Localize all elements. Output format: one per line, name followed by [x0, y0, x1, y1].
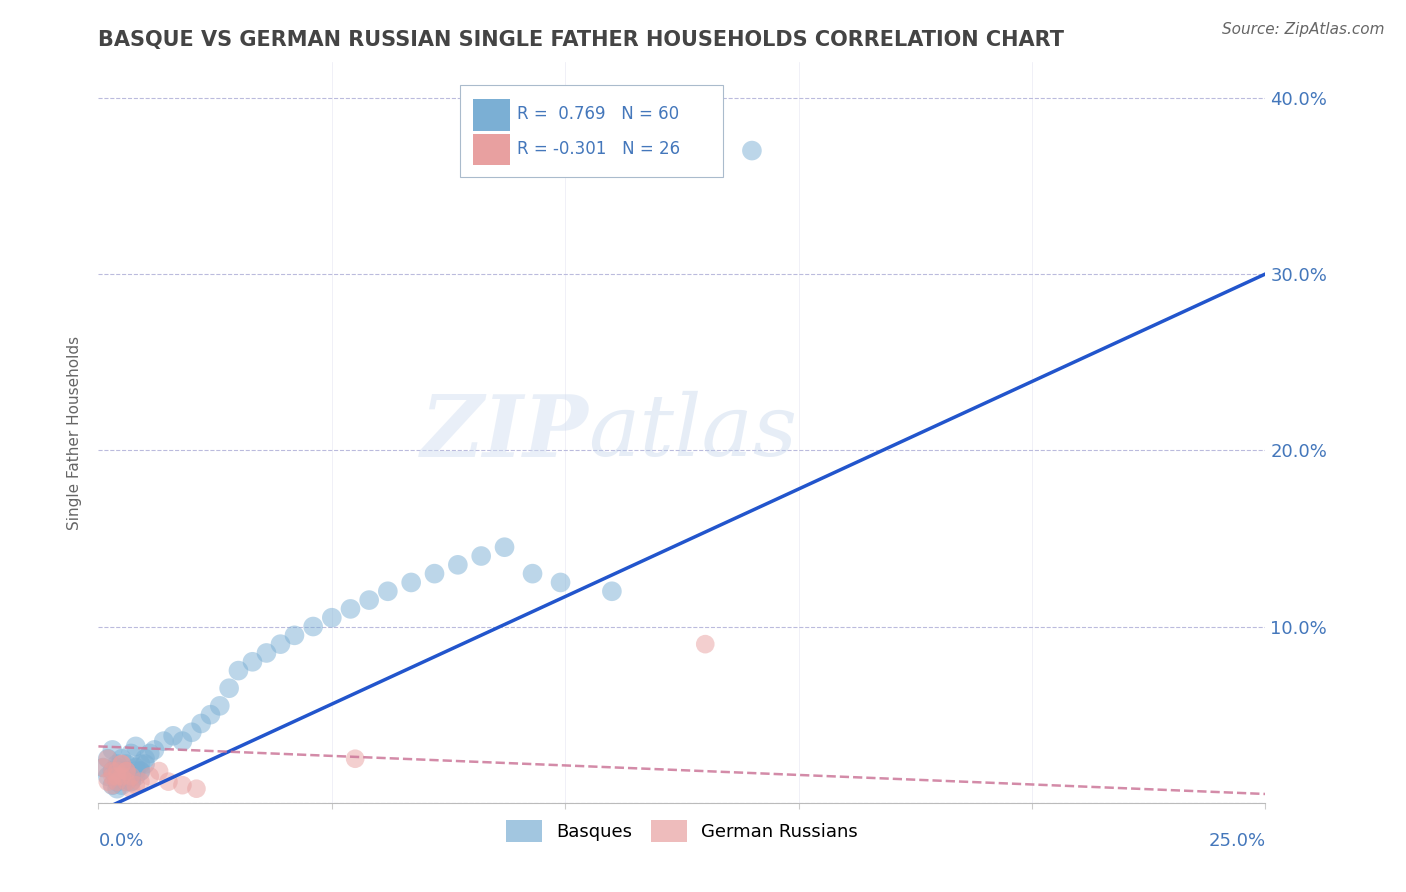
- Point: [218, 681, 240, 696]
- Point: [302, 619, 325, 633]
- Point: [105, 769, 128, 783]
- Point: [101, 769, 124, 783]
- Point: [399, 575, 422, 590]
- Point: [186, 781, 208, 796]
- FancyBboxPatch shape: [460, 85, 723, 178]
- Point: [242, 655, 264, 669]
- Point: [339, 602, 361, 616]
- Point: [741, 144, 763, 158]
- Point: [101, 764, 124, 778]
- Point: [115, 774, 138, 789]
- Point: [105, 764, 128, 778]
- Point: [494, 540, 516, 554]
- Point: [377, 584, 399, 599]
- Point: [111, 778, 134, 792]
- Point: [228, 664, 250, 678]
- Point: [91, 760, 114, 774]
- Point: [129, 774, 152, 789]
- Point: [125, 760, 148, 774]
- Point: [269, 637, 291, 651]
- Point: [101, 778, 124, 792]
- Point: [120, 769, 142, 783]
- Point: [105, 774, 128, 789]
- FancyBboxPatch shape: [472, 99, 510, 130]
- Legend: Basques, German Russians: Basques, German Russians: [499, 813, 865, 849]
- Point: [550, 575, 572, 590]
- Point: [321, 610, 343, 624]
- Point: [423, 566, 446, 581]
- Point: [125, 739, 148, 754]
- Point: [101, 778, 124, 792]
- Point: [470, 549, 492, 563]
- Point: [447, 558, 470, 572]
- Point: [129, 764, 152, 778]
- Point: [105, 760, 128, 774]
- Y-axis label: Single Father Households: Single Father Households: [67, 335, 83, 530]
- Point: [344, 752, 367, 766]
- Point: [115, 764, 138, 778]
- Text: atlas: atlas: [589, 392, 797, 474]
- Text: 0.0%: 0.0%: [98, 832, 143, 850]
- Point: [115, 757, 138, 772]
- Point: [695, 637, 717, 651]
- Point: [91, 760, 114, 774]
- Point: [522, 566, 544, 581]
- Point: [125, 778, 148, 792]
- Point: [115, 764, 138, 778]
- Point: [172, 778, 194, 792]
- FancyBboxPatch shape: [472, 135, 510, 165]
- Point: [152, 734, 174, 748]
- Point: [111, 752, 134, 766]
- Point: [101, 743, 124, 757]
- Point: [180, 725, 202, 739]
- Point: [105, 774, 128, 789]
- Point: [111, 757, 134, 772]
- Point: [97, 774, 120, 789]
- Point: [125, 764, 148, 778]
- Point: [143, 743, 166, 757]
- Point: [200, 707, 222, 722]
- Point: [120, 774, 142, 789]
- Text: Source: ZipAtlas.com: Source: ZipAtlas.com: [1222, 22, 1385, 37]
- Point: [148, 764, 170, 778]
- Point: [134, 752, 156, 766]
- Text: 25.0%: 25.0%: [1208, 832, 1265, 850]
- Point: [111, 769, 134, 783]
- Point: [120, 769, 142, 783]
- Text: R = -0.301   N = 26: R = -0.301 N = 26: [517, 140, 681, 158]
- Point: [120, 747, 142, 761]
- Point: [97, 769, 120, 783]
- Point: [115, 764, 138, 778]
- Point: [157, 774, 180, 789]
- Point: [162, 729, 184, 743]
- Text: ZIP: ZIP: [420, 391, 589, 475]
- Point: [139, 769, 162, 783]
- Text: BASQUE VS GERMAN RUSSIAN SINGLE FATHER HOUSEHOLDS CORRELATION CHART: BASQUE VS GERMAN RUSSIAN SINGLE FATHER H…: [98, 29, 1064, 50]
- Point: [115, 769, 138, 783]
- Point: [105, 781, 128, 796]
- Point: [115, 774, 138, 789]
- Point: [139, 747, 162, 761]
- Point: [129, 764, 152, 778]
- Point: [283, 628, 305, 642]
- Point: [256, 646, 278, 660]
- Point: [208, 698, 231, 713]
- Point: [134, 757, 156, 772]
- Point: [97, 752, 120, 766]
- Point: [120, 774, 142, 789]
- Point: [120, 781, 142, 796]
- Text: R =  0.769   N = 60: R = 0.769 N = 60: [517, 104, 679, 122]
- Point: [111, 769, 134, 783]
- Point: [111, 757, 134, 772]
- Point: [105, 757, 128, 772]
- Point: [172, 734, 194, 748]
- Point: [129, 757, 152, 772]
- Point: [111, 764, 134, 778]
- Point: [97, 752, 120, 766]
- Point: [125, 769, 148, 783]
- Point: [359, 593, 381, 607]
- Point: [190, 716, 212, 731]
- Point: [101, 764, 124, 778]
- Point: [600, 584, 623, 599]
